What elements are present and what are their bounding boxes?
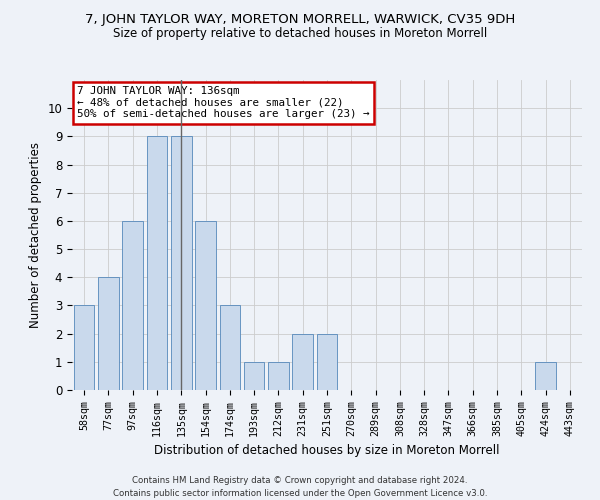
X-axis label: Distribution of detached houses by size in Moreton Morrell: Distribution of detached houses by size … — [154, 444, 500, 457]
Bar — [74, 306, 94, 390]
Bar — [171, 136, 191, 390]
Bar — [220, 306, 240, 390]
Bar — [122, 221, 143, 390]
Text: 7, JOHN TAYLOR WAY, MORETON MORRELL, WARWICK, CV35 9DH: 7, JOHN TAYLOR WAY, MORETON MORRELL, WAR… — [85, 12, 515, 26]
Bar — [244, 362, 265, 390]
Bar — [292, 334, 313, 390]
Bar — [146, 136, 167, 390]
Bar — [317, 334, 337, 390]
Bar — [535, 362, 556, 390]
Text: 7 JOHN TAYLOR WAY: 136sqm
← 48% of detached houses are smaller (22)
50% of semi-: 7 JOHN TAYLOR WAY: 136sqm ← 48% of detac… — [77, 86, 370, 120]
Y-axis label: Number of detached properties: Number of detached properties — [29, 142, 42, 328]
Bar — [98, 278, 119, 390]
Text: Contains HM Land Registry data © Crown copyright and database right 2024.
Contai: Contains HM Land Registry data © Crown c… — [113, 476, 487, 498]
Bar — [268, 362, 289, 390]
Text: Size of property relative to detached houses in Moreton Morrell: Size of property relative to detached ho… — [113, 28, 487, 40]
Bar — [195, 221, 216, 390]
